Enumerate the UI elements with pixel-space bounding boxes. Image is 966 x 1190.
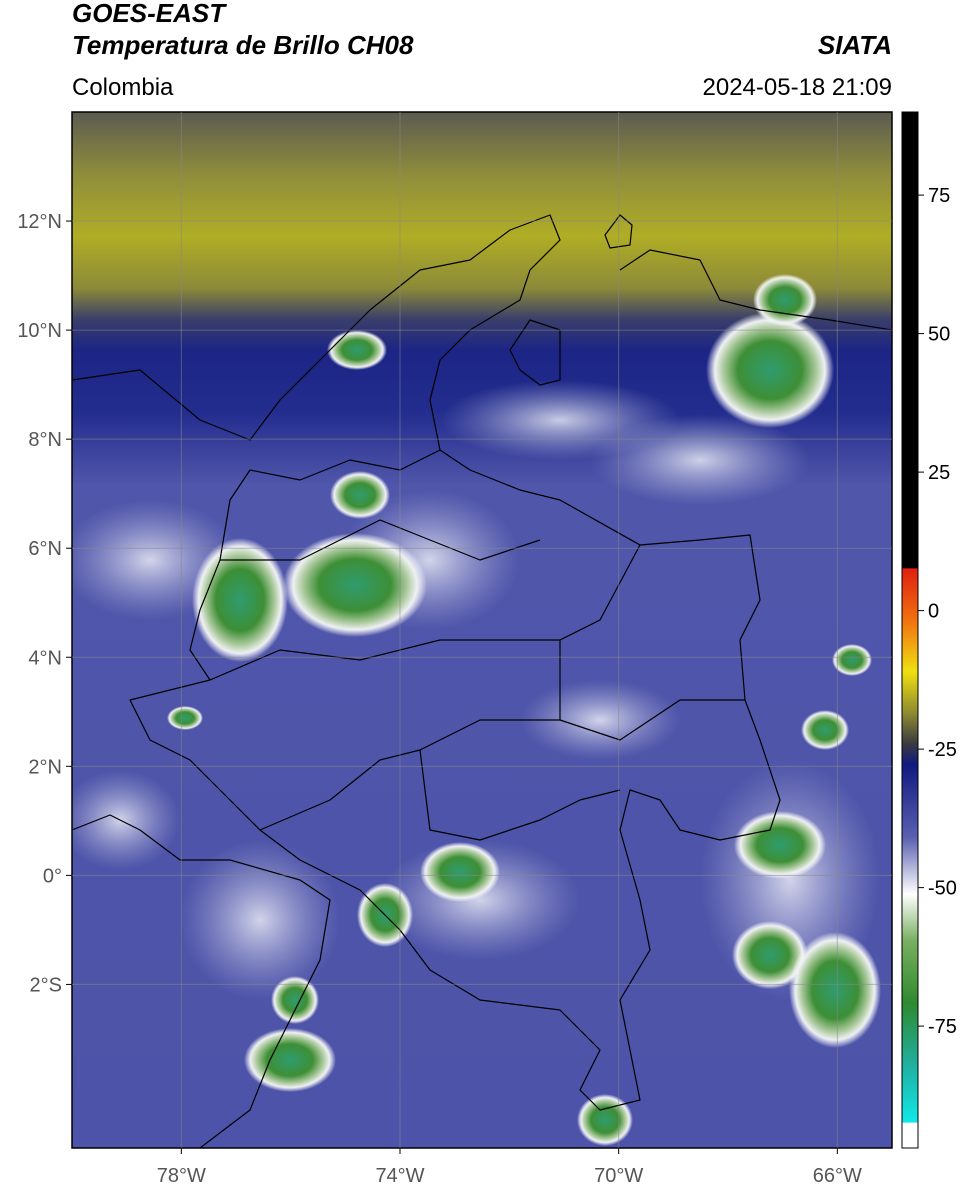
x-tick-label: 78°W bbox=[157, 1165, 206, 1187]
subtitle: Temperatura de Brillo CH08 bbox=[72, 30, 414, 60]
x-tick-label: 74°W bbox=[375, 1165, 424, 1187]
colorbar-tick-label: 50 bbox=[928, 324, 950, 346]
satellite-image bbox=[72, 112, 892, 1148]
map-frame bbox=[71, 111, 893, 1149]
colorbar-tick-label: 75 bbox=[928, 185, 950, 207]
y-tick-label: 0° bbox=[43, 865, 62, 887]
y-tick-label: 4°N bbox=[28, 647, 62, 669]
source: SIATA bbox=[818, 30, 892, 60]
y-tick-label: 10°N bbox=[17, 320, 62, 342]
colorbar-tick-label: -75 bbox=[928, 1016, 957, 1038]
x-tick-label: 70°W bbox=[594, 1165, 643, 1187]
region: Colombia bbox=[72, 74, 174, 101]
y-tick-label: 6°N bbox=[28, 538, 62, 560]
y-tick-label: 12°N bbox=[17, 211, 62, 233]
y-tick-label: 2°N bbox=[28, 756, 62, 778]
colorbar-tick-label: -50 bbox=[928, 878, 957, 900]
y-tick-label: 8°N bbox=[28, 429, 62, 451]
colorbar-tick-label: 25 bbox=[928, 462, 950, 484]
x-tick-label: 66°W bbox=[813, 1165, 862, 1187]
graticule bbox=[72, 112, 892, 1148]
colorbar-tick-label: -25 bbox=[928, 739, 957, 761]
timestamp: 2024-05-18 21:09 bbox=[703, 74, 893, 101]
colorbar bbox=[901, 111, 919, 1149]
colorbar-tick-label: 0 bbox=[928, 601, 939, 623]
y-tick-label: 2°S bbox=[30, 974, 62, 996]
title: GOES-EAST bbox=[72, 0, 227, 28]
